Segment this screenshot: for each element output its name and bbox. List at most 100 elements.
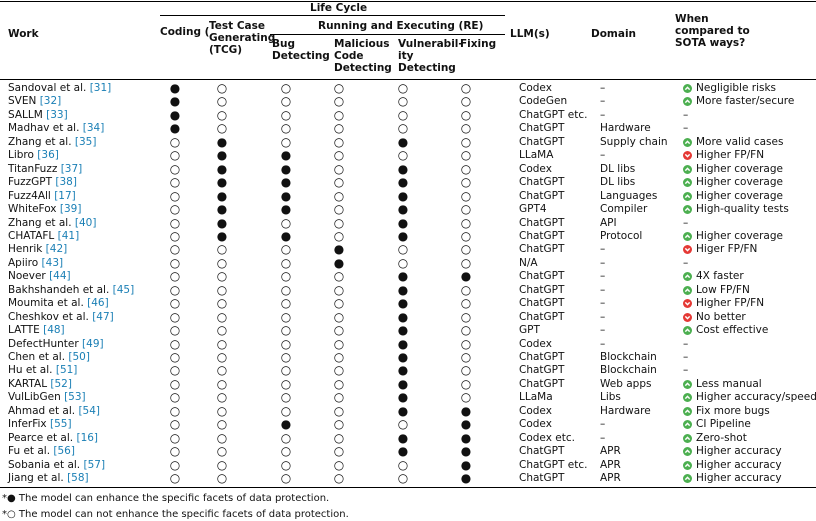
domain: DL libs (600, 176, 636, 189)
improved-icon (683, 326, 692, 336)
lifecycle-mark: ● (460, 430, 472, 445)
lifecycle-mark: ○ (216, 444, 228, 459)
improved-icon (683, 379, 692, 389)
comparison: – (683, 364, 689, 377)
domain: APR (600, 472, 621, 485)
lifecycle-mark: ○ (397, 457, 409, 472)
comparison: Higher FP/FN (696, 297, 765, 310)
lifecycle-mark: ● (460, 269, 472, 284)
domain: Hardware (600, 122, 651, 135)
work-name: Cheshkov et al. (8, 310, 89, 323)
comparison: Higher coverage (696, 162, 783, 175)
domain: – (600, 431, 606, 444)
comparison: No better (696, 310, 746, 323)
lifecycle-mark: ○ (280, 444, 292, 459)
lifecycle-mark: ● (216, 134, 228, 149)
lifecycle-mark: ● (280, 175, 292, 190)
lifecycle-mark: ○ (216, 403, 228, 418)
lifecycle-mark: ○ (460, 107, 472, 122)
llm: ChatGPT etc. (519, 458, 588, 471)
lifecycle-mark: ○ (216, 269, 228, 284)
lifecycle-mark: ○ (280, 215, 292, 230)
lifecycle-mark: ○ (333, 430, 345, 445)
lifecycle-mark: ○ (216, 457, 228, 472)
header-tcg: Test Case Generating (TCG) (209, 20, 276, 56)
lifecycle-mark: ○ (216, 81, 228, 95)
lifecycle-mark: ○ (280, 336, 292, 351)
work-name: Zhang et al. (8, 216, 72, 229)
reference: [32] (39, 95, 62, 108)
work-cell: CHATAFL [41] (8, 230, 79, 243)
lifecycle-mark: ○ (333, 188, 345, 203)
lifecycle-mark: ○ (460, 376, 472, 391)
lifecycle-mark: ● (397, 175, 409, 190)
llm: LLaMa (519, 391, 553, 404)
lifecycle-mark: ● (397, 228, 409, 243)
lifecycle-mark: ○ (460, 323, 472, 338)
improved-icon (683, 406, 692, 416)
lifecycle-mark: ● (397, 282, 409, 297)
llm: ChatGPT (519, 135, 565, 148)
lifecycle-mark: ○ (460, 228, 472, 243)
lifecycle-mark: ○ (169, 444, 181, 459)
lifecycle-mark: ● (397, 376, 409, 391)
header-llm: LLM(s) (510, 28, 550, 40)
lifecycle-mark: ○ (216, 417, 228, 432)
worse-icon (683, 151, 692, 161)
footnote: *○ The model can not enhance the specifi… (2, 509, 349, 520)
lifecycle-mark: ○ (333, 134, 345, 149)
header-malicious: Malicious Code Detecting (334, 38, 392, 74)
llm: ChatGPT (519, 270, 565, 283)
header-compare: When compared to SOTA ways? (675, 13, 750, 49)
lifecycle-mark: ● (280, 417, 292, 432)
lifecycle-mark: ● (280, 188, 292, 203)
improved-icon (683, 447, 692, 457)
llm: ChatGPT (519, 122, 565, 135)
lifecycle-mark: ○ (333, 403, 345, 418)
domain: – (600, 283, 606, 296)
lifecycle-mark: ○ (280, 430, 292, 445)
lifecycle-mark: ○ (397, 471, 409, 486)
lifecycle-mark: ○ (216, 323, 228, 338)
reference: [52] (50, 377, 72, 390)
lifecycle-mark: ○ (333, 215, 345, 230)
work-name: Jiang et al. (8, 472, 64, 485)
lifecycle-mark: ● (460, 471, 472, 486)
domain: Libs (600, 391, 621, 404)
llm: N/A (519, 256, 538, 269)
lifecycle-mark: ○ (280, 81, 292, 95)
lifecycle-mark: ○ (169, 161, 181, 176)
comparison: More faster/secure (696, 95, 795, 108)
reference: [37] (60, 162, 83, 175)
work-name: Apiiro (8, 256, 39, 269)
lifecycle-mark: ● (216, 228, 228, 243)
domain: APR (600, 445, 621, 458)
work-cell: TitanFuzz [37] (8, 163, 82, 176)
comparison: Low FP/FN (696, 283, 750, 296)
lifecycle-mark: ○ (169, 403, 181, 418)
lifecycle-mark: ○ (169, 323, 181, 338)
lifecycle-mark: ○ (169, 202, 181, 217)
lifecycle-mark: ● (333, 255, 345, 270)
lifecycle-mark: ○ (333, 202, 345, 217)
work-name: Henrik (8, 243, 43, 256)
lifecycle-mark: ● (397, 323, 409, 338)
comparison: More valid cases (696, 135, 784, 148)
lifecycle-mark: ● (397, 296, 409, 311)
lifecycle-mark: ○ (169, 269, 181, 284)
work-cell: Madhav et al. [34] (8, 122, 104, 135)
lifecycle-mark: ○ (169, 350, 181, 364)
work-name: KARTAL (8, 377, 48, 390)
lifecycle-mark: ○ (460, 161, 472, 176)
lifecycle-mark: ○ (216, 350, 228, 364)
lifecycle-mark: ○ (216, 282, 228, 297)
lifecycle-mark: ○ (280, 134, 292, 149)
lifecycle-mark: ● (280, 148, 292, 163)
lifecycle-mark: ○ (397, 81, 409, 95)
header-work: Work (8, 28, 39, 40)
reference: [34] (82, 122, 105, 135)
lifecycle-mark: ○ (333, 350, 345, 364)
lifecycle-mark: ● (169, 107, 181, 122)
comparison: Higher accuracy (696, 472, 782, 485)
work-cell: Cheshkov et al. [47] (8, 311, 114, 324)
